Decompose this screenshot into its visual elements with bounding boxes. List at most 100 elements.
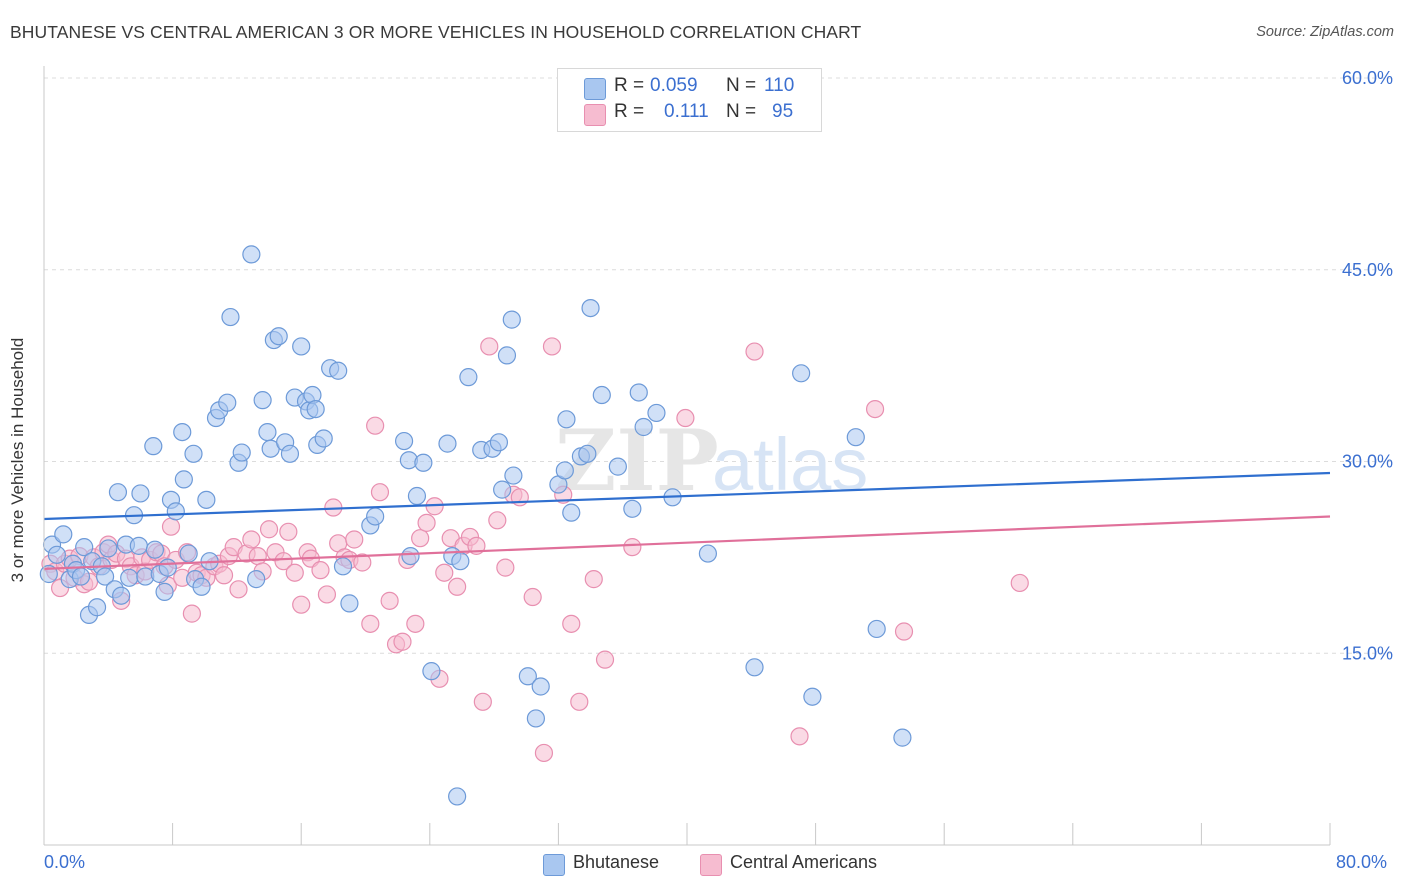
data-point (370, 483, 390, 502)
y-tick-label: 45.0% (1342, 260, 1393, 280)
legend-n-label: N = (726, 101, 757, 122)
data-point (504, 466, 523, 485)
data-point (893, 728, 912, 747)
legend-r-value: 0.111 (664, 101, 709, 122)
data-point (459, 368, 478, 387)
data-point (473, 692, 492, 711)
data-point (197, 490, 216, 509)
data-point (745, 342, 764, 361)
data-point (311, 561, 330, 580)
data-point (581, 299, 600, 318)
data-point (790, 727, 809, 746)
legend-swatch-pink (584, 104, 606, 126)
data-point (145, 540, 165, 559)
data-point (340, 594, 359, 613)
data-point (894, 622, 914, 641)
data-point (47, 545, 66, 564)
data-point (578, 444, 597, 463)
data-point (488, 511, 507, 530)
data-point (345, 530, 364, 549)
data-point (306, 399, 325, 419)
legend-n-value: 110 (764, 75, 795, 96)
data-point (523, 587, 542, 607)
data-point (595, 650, 615, 669)
data-point (242, 530, 261, 549)
legend-swatch-pink (700, 854, 722, 876)
data-point (489, 433, 509, 452)
data-point (248, 546, 267, 566)
data-point (407, 486, 427, 506)
legend-n-value: 95 (772, 101, 794, 122)
data-point (676, 408, 695, 428)
data-point (95, 567, 115, 586)
data-point (179, 544, 198, 563)
data-point (438, 434, 457, 453)
data-point (158, 558, 177, 577)
y-tick-label: 15.0% (1342, 643, 1393, 663)
data-point (623, 538, 642, 557)
legend-label: Central Americans (730, 852, 878, 872)
data-point (393, 632, 412, 651)
data-point (317, 585, 337, 604)
x-tick-max: 80.0% (1336, 852, 1388, 872)
data-point (314, 429, 333, 448)
data-point (534, 743, 554, 763)
data-point (161, 517, 181, 536)
legend-label: Bhutanese (573, 852, 660, 872)
data-point (592, 385, 611, 405)
data-point (258, 422, 277, 442)
data-point (259, 520, 279, 539)
data-point (232, 443, 251, 462)
y-axis-label: 3 or more Vehicles in Household (8, 337, 27, 583)
data-point (221, 307, 240, 327)
data-point (448, 577, 467, 596)
data-point (394, 431, 414, 451)
data-point (155, 582, 174, 601)
data-point (480, 337, 499, 356)
data-point (229, 580, 248, 599)
data-point (623, 499, 642, 518)
data-point (174, 470, 193, 489)
data-point (292, 595, 311, 614)
data-point (218, 393, 237, 412)
data-point (279, 522, 298, 541)
trend-line (43, 471, 1331, 521)
data-point (366, 507, 385, 526)
data-point (792, 364, 811, 383)
data-point (71, 567, 91, 586)
correlation-legend: R = 0.059 N = 110 R = 0.111 N = 95 (557, 68, 822, 132)
chart-title: BHUTANESE VS CENTRAL AMERICAN 3 OR MORE … (10, 22, 862, 42)
data-point (353, 553, 372, 572)
data-point (557, 410, 576, 429)
data-point (526, 709, 545, 728)
data-point (698, 544, 717, 563)
data-point (192, 577, 211, 596)
data-point (129, 536, 148, 555)
grid-lines: 15.0% 30.0% 45.0% 60.0% (44, 68, 1393, 663)
data-point (1010, 573, 1029, 593)
legend-r-label: R = (614, 101, 645, 122)
data-point (570, 692, 589, 711)
data-point (75, 538, 94, 557)
data-point (380, 591, 399, 610)
data-point (608, 457, 627, 476)
data-point (562, 503, 581, 522)
data-point (144, 437, 163, 456)
data-point (269, 327, 288, 346)
data-point (562, 614, 581, 633)
data-point (253, 391, 272, 410)
y-tick-label: 30.0% (1342, 452, 1393, 472)
data-point (333, 557, 353, 576)
data-point (496, 558, 515, 577)
data-point (497, 346, 517, 365)
data-point (518, 667, 537, 686)
data-point (361, 614, 380, 633)
data-point (414, 453, 433, 472)
data-point (131, 484, 150, 503)
data-point (745, 658, 764, 677)
data-point (247, 570, 266, 589)
data-point (411, 529, 430, 548)
data-point (867, 619, 886, 639)
data-point (54, 525, 73, 544)
